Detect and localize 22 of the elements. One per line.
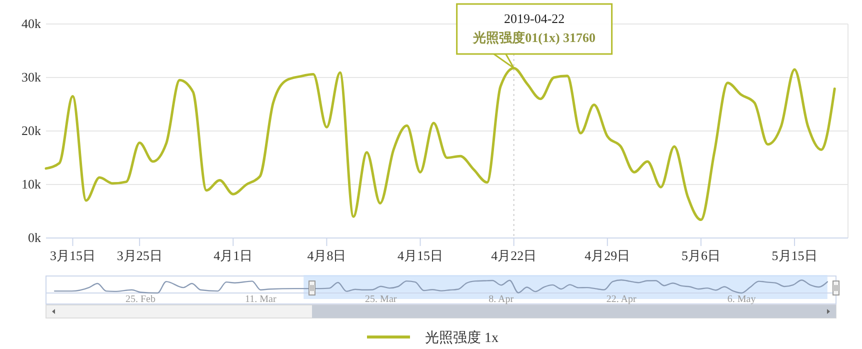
legend-label: 光照强度 1x xyxy=(425,330,498,346)
y-tick-label: 20k xyxy=(22,123,42,138)
x-tick-label: 5月15日 xyxy=(772,248,818,263)
x-tick-label: 4月1日 xyxy=(214,248,253,263)
y-tick-label: 40k xyxy=(22,16,42,31)
x-tick-label: 8. Apr xyxy=(488,294,514,305)
y-tick-label: 30k xyxy=(22,70,42,84)
x-tick-label: 4月29日 xyxy=(584,248,630,263)
x-tick-label: 5月6日 xyxy=(681,248,720,263)
x-tick-label: 3月25日 xyxy=(116,248,162,263)
annotation: 2019-04-22 光照强度01(1x) 31760 xyxy=(472,11,596,45)
x-tick-label: 25. Feb xyxy=(125,294,156,305)
x-tick-label: 4月8日 xyxy=(307,248,346,263)
x-tick-label: 22. Apr xyxy=(606,294,637,305)
x-tick-label: 25. Mar xyxy=(365,294,398,305)
x-tick-label: 4月22日 xyxy=(491,248,537,263)
x-tick-label: 11. Mar xyxy=(245,294,277,305)
x-tick-label: 4月15日 xyxy=(398,248,444,263)
x-tick-label: 3月15日 xyxy=(50,248,96,263)
y-tick-label: 10k xyxy=(22,176,42,192)
y-tick-label: 0k xyxy=(28,230,42,245)
x-tick-label: 6. May xyxy=(727,294,756,305)
